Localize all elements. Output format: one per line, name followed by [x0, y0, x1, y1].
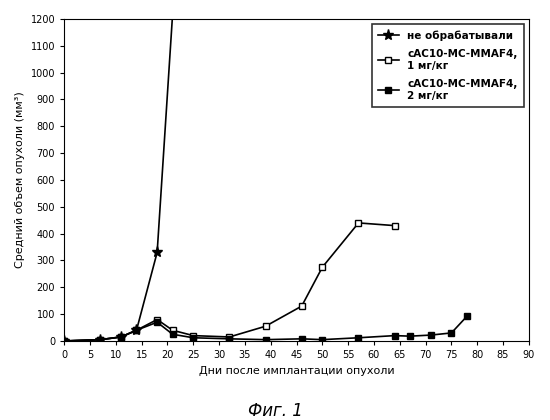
Text: Фиг. 1: Фиг. 1 [248, 402, 302, 420]
Y-axis label: Средний объем опухоли (мм³): Средний объем опухоли (мм³) [15, 92, 25, 268]
X-axis label: Дни после имплантации опухоли: Дни после имплантации опухоли [199, 365, 394, 375]
Legend: не обрабатывали, cAC10-MC-MMAF4,
1 мг/кг, cAC10-MC-MMAF4,
2 мг/кг: не обрабатывали, cAC10-MC-MMAF4, 1 мг/кг… [372, 24, 524, 107]
